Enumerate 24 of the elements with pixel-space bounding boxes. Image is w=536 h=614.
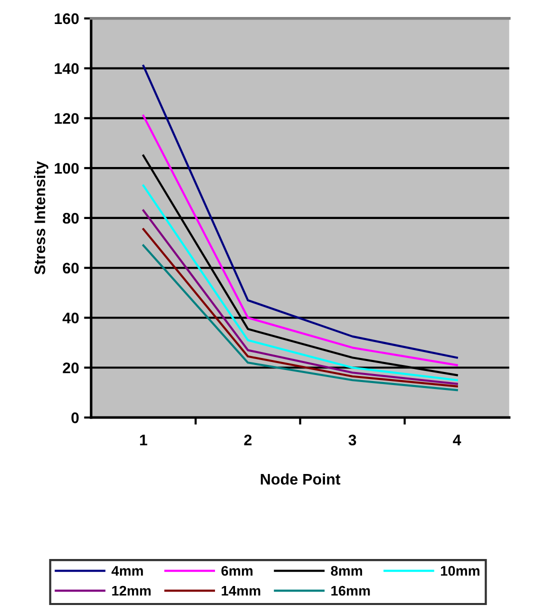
x-tick-label: 1: [140, 434, 148, 446]
line-series: [142, 64, 458, 359]
y-axis-title: Stress Intensity: [34, 161, 48, 274]
x-tick-label: 2: [244, 434, 252, 446]
y-tick-label: 0: [71, 412, 79, 424]
line-series: [142, 114, 458, 366]
legend-label: 14mm: [222, 586, 260, 596]
y-tick-label: 40: [62, 312, 79, 324]
x-tick-label: 4: [452, 434, 462, 446]
legend-label: 16mm: [331, 586, 370, 596]
x-tick-label: 3: [348, 434, 356, 446]
legend-label: 8mm: [330, 566, 362, 576]
x-axis-title: Node Point: [260, 473, 340, 485]
y-tick-label: 60: [62, 262, 79, 274]
y-tick-label: 20: [62, 362, 79, 374]
y-tick-label: 140: [54, 63, 79, 74]
legend-label: 4mm: [112, 566, 143, 576]
y-tick-label: 80: [62, 212, 79, 224]
legend-label: 10mm: [440, 566, 480, 576]
legend-label: 12mm: [112, 586, 151, 596]
y-tick-label: 100: [54, 162, 79, 174]
y-tick-label: 120: [54, 113, 79, 124]
legend-label: 6mm: [221, 566, 252, 576]
y-tick-label: 160: [54, 13, 79, 24]
